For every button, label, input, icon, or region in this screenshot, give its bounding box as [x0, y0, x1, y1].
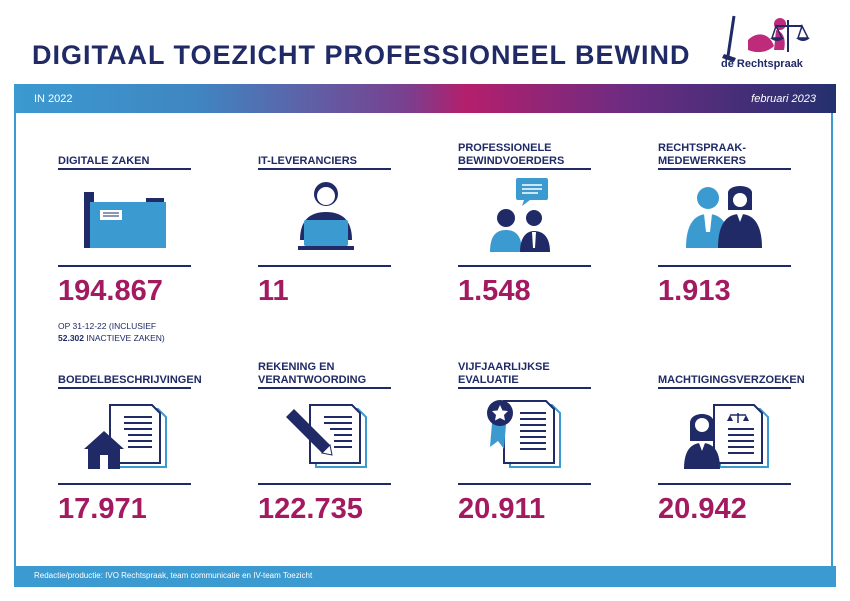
card-label: BOEDELBESCHRIJVINGEN — [58, 374, 202, 386]
divider — [258, 168, 391, 170]
card-value: 17.971 — [58, 493, 147, 525]
divider — [58, 265, 191, 267]
pencil-document-icon — [282, 403, 368, 476]
logo-text: de Rechtspraak — [721, 58, 803, 70]
header-bar: IN 2022 februari 2023 — [14, 84, 836, 113]
label-line-1: PROFESSIONELE — [458, 142, 552, 154]
divider — [658, 387, 791, 389]
rechtspraak-logo — [718, 10, 828, 74]
label-line-1: REKENING EN — [258, 361, 335, 373]
card-value: 122.735 — [258, 493, 363, 525]
card-label: MACHTIGINGSVERZOEKEN — [658, 374, 805, 386]
card-value: 194.867 — [58, 275, 163, 307]
card-label: PROFESSIONELE BEWINDVOERDERS — [458, 142, 564, 168]
card-label: IT-LEVERANCIERS — [258, 155, 358, 167]
label-line-2: EVALUATIE — [458, 374, 519, 386]
note-line-1: OP 31-12-22 (INCLUSIEF — [58, 321, 157, 331]
divider — [658, 168, 791, 170]
note-line-2: 52.302 INACTIEVE ZAKEN) — [58, 332, 165, 344]
divider — [58, 387, 191, 389]
label-line-2: VERANTWOORDING — [258, 374, 367, 386]
footer-credits: Redactie/productie: IVO Rechtspraak, tea… — [34, 571, 313, 580]
label-line-2: BEWINDVOERDERS — [458, 155, 565, 167]
label-line-2: MEDEWERKERS — [658, 155, 747, 167]
divider — [658, 265, 791, 267]
divider — [458, 387, 591, 389]
card-value: 11 — [258, 275, 289, 307]
year-label: IN 2022 — [34, 93, 73, 105]
card-label: REKENING EN VERANTWOORDING — [258, 361, 366, 387]
card-label: RECHTSPRAAK- MEDEWERKERS — [658, 142, 746, 168]
award-document-icon — [486, 399, 566, 476]
house-document-icon — [84, 403, 170, 476]
page-title: DIGITAAL TOEZICHT PROFESSIONEEL BEWIND — [32, 40, 691, 70]
card-value: 1.913 — [658, 275, 731, 307]
divider — [58, 168, 191, 170]
label-line-1: VIJFJAARLIJKSE — [458, 361, 550, 373]
card-label: DIGITALE ZAKEN — [58, 155, 150, 167]
divider — [258, 387, 391, 389]
footer-bar: Redactie/productie: IVO Rechtspraak, tea… — [14, 566, 836, 587]
person-laptop-icon — [296, 180, 356, 257]
divider — [258, 483, 391, 485]
card-value: 20.911 — [458, 493, 546, 525]
card-note: OP 31-12-22 (INCLUSIEF 52.302 INACTIEVE … — [58, 320, 165, 344]
divider — [458, 168, 591, 170]
note-rest: INACTIEVE ZAKEN) — [84, 333, 165, 343]
note-bold-count: 52.302 — [58, 333, 84, 343]
folder-icon — [82, 188, 168, 255]
card-value: 1.548 — [458, 275, 531, 307]
date-label: februari 2023 — [751, 93, 816, 105]
label-line-1: RECHTSPRAAK- — [658, 142, 746, 154]
divider — [258, 265, 391, 267]
card-label: VIJFJAARLIJKSE EVALUATIE — [458, 361, 550, 387]
woman-document-icon — [684, 403, 770, 476]
divider — [458, 483, 591, 485]
two-people-icon — [684, 186, 764, 255]
divider — [458, 265, 591, 267]
people-chat-icon — [488, 176, 558, 261]
divider — [58, 483, 191, 485]
divider — [658, 483, 791, 485]
card-value: 20.942 — [658, 493, 747, 525]
